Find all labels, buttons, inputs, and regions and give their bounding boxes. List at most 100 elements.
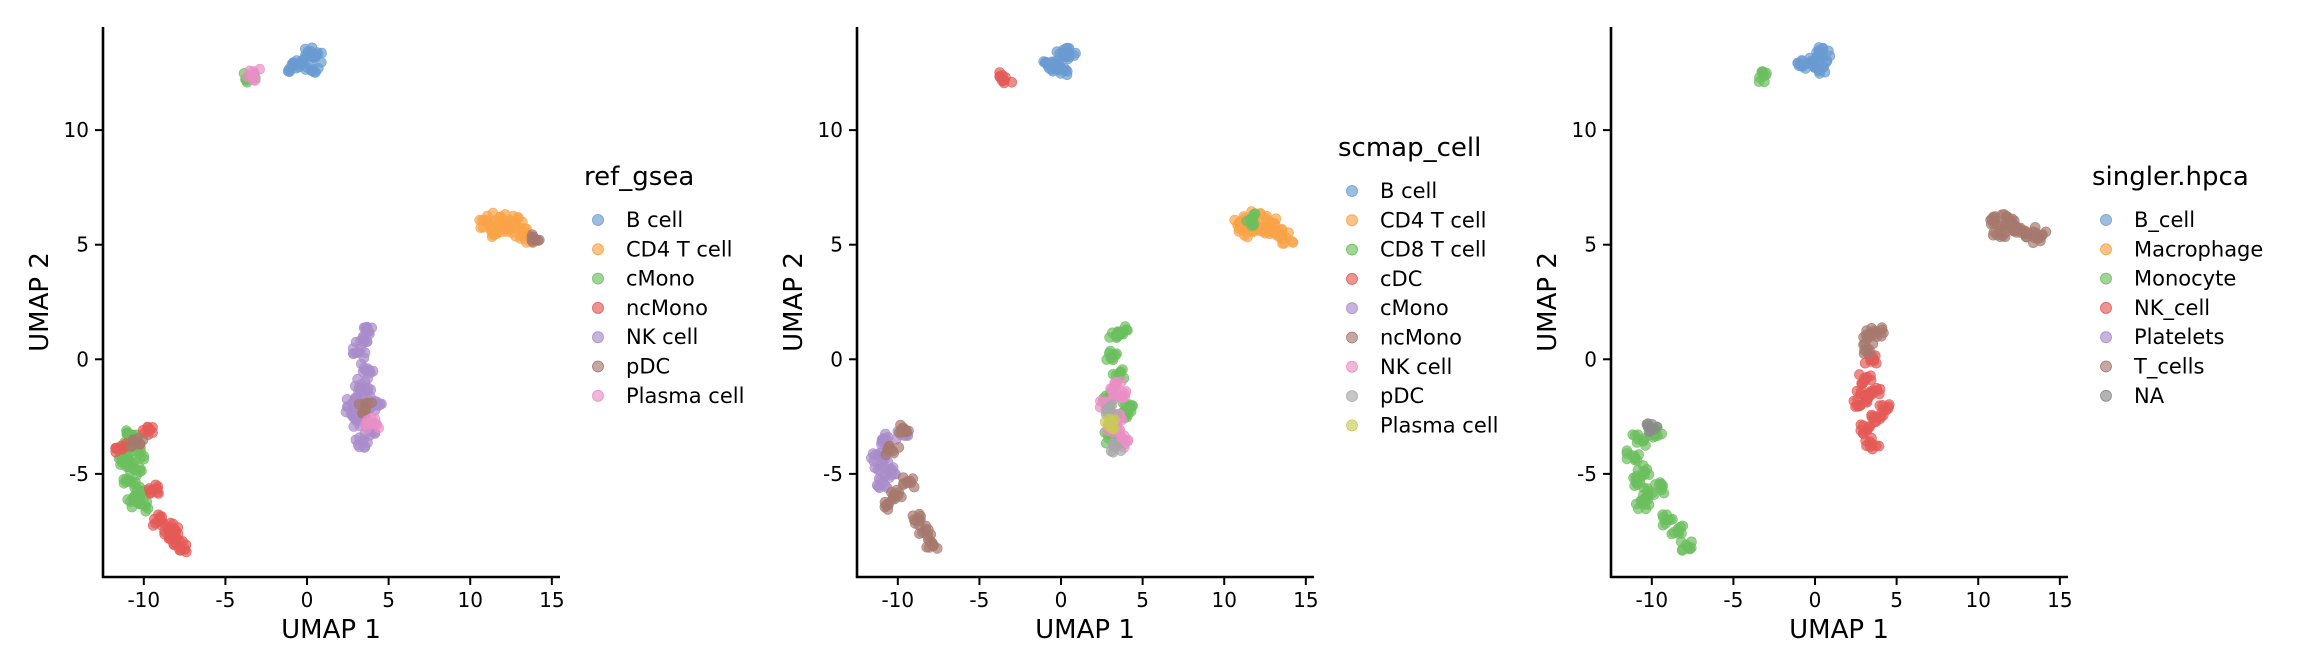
scatter-point (884, 472, 895, 483)
scatter-point (2037, 229, 2048, 240)
legend-label: cDC (1380, 267, 1422, 291)
y-tick-label: -5 (69, 462, 89, 486)
legend: scmap_cell B cell CD4 T cell CD8 T cell cDC c… (1338, 133, 1498, 437)
scatter-points (866, 42, 1299, 554)
y-tick-label: -5 (823, 462, 843, 486)
legend-swatch (592, 331, 604, 344)
scatter-point (1061, 69, 1073, 81)
scatter-point (170, 533, 182, 545)
legend-title: singler.hpca (2092, 162, 2249, 192)
scatter-point (128, 463, 140, 475)
legend-label: Plasma cell (1380, 413, 1498, 437)
scatter-point (156, 519, 167, 531)
legend-swatch (1346, 390, 1358, 403)
scatter-point (367, 365, 379, 377)
scatter-point (354, 432, 365, 444)
x-tick-label: 0 (1809, 588, 1822, 612)
scatter-point (1109, 441, 1121, 452)
legend-label: NK cell (626, 325, 698, 349)
scatter-point (882, 442, 894, 454)
scatter-point (1621, 445, 1633, 457)
scatter-point (366, 397, 377, 409)
scatter-point (110, 446, 122, 458)
scatter-points (1621, 42, 2052, 556)
scatter-point (1867, 328, 1879, 339)
scatter-points (110, 42, 545, 558)
legend-label: B cell (626, 208, 683, 232)
legend-swatch (2100, 302, 2112, 314)
panel-singler-hpca: -10 -5 0 5 10 15 -5 0 5 10 UMAP 1 UMAP 2 singler.… (1533, 27, 2263, 645)
legend-swatch (592, 389, 604, 402)
scatter-point (1877, 400, 1889, 411)
scatter-point (1632, 429, 1644, 441)
scatter-point (2008, 225, 2019, 237)
scatter-point (1638, 460, 1649, 471)
legend-label: pDC (626, 355, 670, 379)
legend-label: CD4 T cell (1380, 208, 1487, 232)
scatter-point (1110, 376, 1122, 388)
x-axis-title: UMAP 1 (281, 615, 381, 645)
x-tick-label: -10 (881, 588, 914, 612)
legend-swatch (2100, 243, 2112, 256)
y-axis-title: UMAP 2 (25, 252, 55, 352)
scatter-point (875, 474, 886, 486)
legend-label: CD8 T cell (1380, 238, 1487, 262)
legend-swatch (1346, 360, 1358, 373)
scatter-point (2020, 227, 2032, 239)
legend-label: Monocyte (2134, 267, 2236, 291)
scatter-point (882, 504, 894, 515)
scatter-point (1249, 208, 1261, 219)
legend-label: T_cells (2133, 355, 2204, 380)
scatter-point (1124, 399, 1136, 411)
scatter-point (893, 442, 905, 453)
legend-swatch (1346, 214, 1358, 227)
scatter-point (1121, 324, 1132, 336)
legend-swatch (1346, 185, 1358, 197)
legend-swatch (592, 214, 604, 226)
x-tick-label: 15 (2047, 588, 2072, 612)
y-tick-label: 5 (76, 233, 89, 257)
y-tick-label: 10 (818, 118, 843, 142)
legend-label: Macrophage (2134, 237, 2263, 261)
scatter-point (1112, 330, 1124, 342)
scatter-point (306, 48, 318, 60)
scatter-point (898, 478, 909, 489)
scatter-point (130, 453, 142, 464)
legend-label: NA (2134, 384, 2165, 408)
legend-swatch (2100, 214, 2112, 226)
y-tick-label: 10 (1572, 118, 1597, 142)
scatter-point (491, 228, 503, 239)
legend-label: pDC (1380, 384, 1424, 408)
scatter-point (362, 437, 373, 448)
x-tick-label: 5 (1136, 588, 1149, 612)
scatter-point (475, 222, 487, 233)
legend-swatch (592, 272, 604, 285)
legend-swatch (1346, 273, 1358, 285)
axis-ticks: -10 -5 0 5 10 15 -5 0 5 10 (818, 118, 1319, 612)
scatter-point (528, 231, 540, 243)
x-tick-label: 15 (1293, 588, 1318, 612)
legend-swatch (592, 360, 604, 373)
x-tick-label: 5 (1890, 588, 1903, 612)
scatter-point (1103, 347, 1115, 359)
x-tick-label: -5 (1723, 588, 1743, 612)
x-tick-label: 15 (539, 588, 564, 612)
scatter-point (1817, 61, 1829, 73)
axis-ticks: -10 -5 0 5 10 15 -5 0 5 10 (64, 118, 565, 612)
x-tick-label: 5 (382, 588, 395, 612)
scatter-point (365, 412, 377, 424)
scatter-point (1654, 477, 1666, 488)
legend: ref_gsea B cell CD4 T cell cMono ncMono NK ce… (584, 162, 744, 408)
scatter-point (504, 215, 515, 226)
legend-swatch (1346, 419, 1358, 432)
scatter-point (1859, 372, 1871, 384)
scatter-point (924, 542, 935, 553)
panel-ref-gsea: -10 -5 0 5 10 15 -5 0 5 10 UMAP 1 UMAP 2 ref_gsea… (25, 27, 744, 645)
scatter-point (1757, 67, 1768, 79)
x-tick-label: -10 (1635, 588, 1668, 612)
legend-swatch (2100, 389, 2112, 402)
x-tick-label: -5 (969, 588, 989, 612)
scatter-point (1241, 215, 1253, 227)
scatter-point (1852, 393, 1864, 405)
scatter-point (140, 505, 152, 517)
